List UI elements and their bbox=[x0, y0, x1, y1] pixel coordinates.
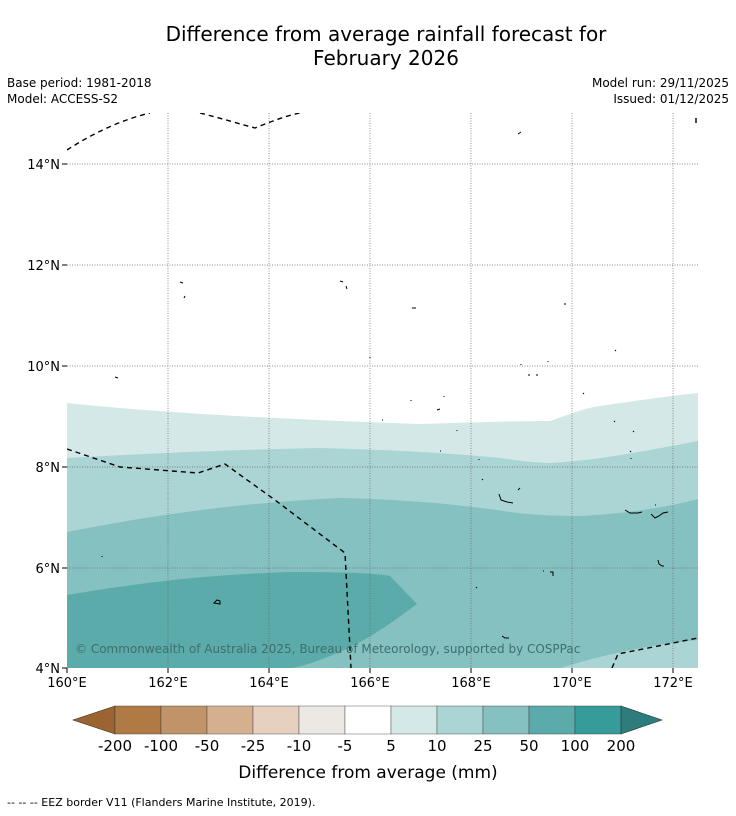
lat-axis bbox=[62, 163, 67, 669]
lat-label-4: 4°N bbox=[36, 662, 61, 677]
lon-label-172: 172°E bbox=[653, 676, 693, 691]
lon-axis bbox=[66, 668, 674, 673]
lat-label-12: 12°N bbox=[27, 259, 60, 274]
lat-label-6: 6°N bbox=[36, 562, 61, 577]
cb-label-7: 10 bbox=[427, 737, 446, 755]
lat-label-14: 14°N bbox=[27, 158, 60, 173]
cb-label-9: 50 bbox=[519, 737, 538, 755]
cb-label-10: 100 bbox=[561, 737, 590, 755]
model-name: Model: ACCESS-S2 bbox=[7, 92, 119, 106]
issued-date: Issued: 01/12/2025 bbox=[613, 92, 729, 106]
meta-left: Base period: 1981-2018 Model: ACCESS-S2 bbox=[7, 75, 152, 107]
cb-label-4: -10 bbox=[287, 737, 312, 755]
colorbar-swatch-9 bbox=[482, 705, 530, 735]
colorbar-swatch-3 bbox=[206, 705, 254, 735]
islands bbox=[101, 131, 669, 639]
colorbar-swatch-4 bbox=[252, 705, 300, 735]
meta-right: Model run: 29/11/2025 Issued: 01/12/2025 bbox=[592, 75, 729, 107]
lon-label-166: 166°E bbox=[350, 676, 390, 691]
colorbar-min-arrow bbox=[72, 705, 116, 735]
lat-labels: 14°N 12°N 10°N 8°N 6°N 4°N bbox=[27, 158, 60, 677]
model-run: Model run: 29/11/2025 bbox=[591, 76, 729, 90]
cb-label-1: -100 bbox=[144, 737, 178, 755]
cb-label-2: -50 bbox=[195, 737, 220, 755]
lon-label-168: 168°E bbox=[451, 676, 491, 691]
lat-label-10: 10°N bbox=[27, 360, 60, 375]
cb-label-8: 25 bbox=[473, 737, 492, 755]
lon-label-162: 162°E bbox=[148, 676, 188, 691]
colorbar-swatch-11 bbox=[574, 705, 622, 735]
contour-50-100 bbox=[67, 572, 417, 668]
colorbar-labels: -200 -100 -50 -25 -10 -5 5 10 25 50 100 … bbox=[98, 737, 635, 755]
contour-lower-right bbox=[560, 640, 698, 668]
colorbar-swatch-5 bbox=[298, 705, 346, 735]
eez-borders bbox=[67, 113, 698, 668]
title-line-1: Difference from average rainfall forecas… bbox=[165, 22, 607, 46]
colorbar-swatch-8 bbox=[436, 705, 484, 735]
copyright-notice: © Commonwealth of Australia 2025, Bureau… bbox=[75, 642, 580, 656]
colorbar-swatch-6 bbox=[344, 705, 392, 735]
cb-label-11: 200 bbox=[607, 737, 636, 755]
map-plot-area: © Commonwealth of Australia 2025, Bureau… bbox=[67, 113, 698, 668]
colorbar-swatch-10 bbox=[528, 705, 576, 735]
lon-label-160: 160°E bbox=[47, 676, 87, 691]
cb-label-6: 5 bbox=[386, 737, 396, 755]
lon-labels: 160°E 162°E 164°E 166°E 168°E 170°E 172°… bbox=[47, 676, 693, 691]
chart-title: Difference from average rainfall forecas… bbox=[0, 22, 736, 70]
base-period: Base period: 1981-2018 bbox=[7, 76, 152, 90]
title-line-2: February 2026 bbox=[313, 46, 459, 70]
lat-label-8: 8°N bbox=[36, 461, 61, 476]
cb-label-0: -200 bbox=[98, 737, 132, 755]
lon-label-164: 164°E bbox=[249, 676, 289, 691]
gridlines bbox=[67, 113, 698, 668]
colorbar-max-arrow bbox=[620, 705, 663, 735]
eez-footnote: -- -- -- EEZ border V11 (Flanders Marine… bbox=[7, 796, 316, 809]
colorbar bbox=[72, 705, 663, 735]
lon-label-170: 170°E bbox=[552, 676, 592, 691]
colorbar-swatch-2 bbox=[160, 705, 208, 735]
colorbar-title: Difference from average (mm) bbox=[238, 763, 497, 783]
cb-label-5: -5 bbox=[338, 737, 353, 755]
cb-label-3: -25 bbox=[241, 737, 266, 755]
colorbar-swatch-1 bbox=[114, 705, 162, 735]
colorbar-swatch-7 bbox=[390, 705, 438, 735]
